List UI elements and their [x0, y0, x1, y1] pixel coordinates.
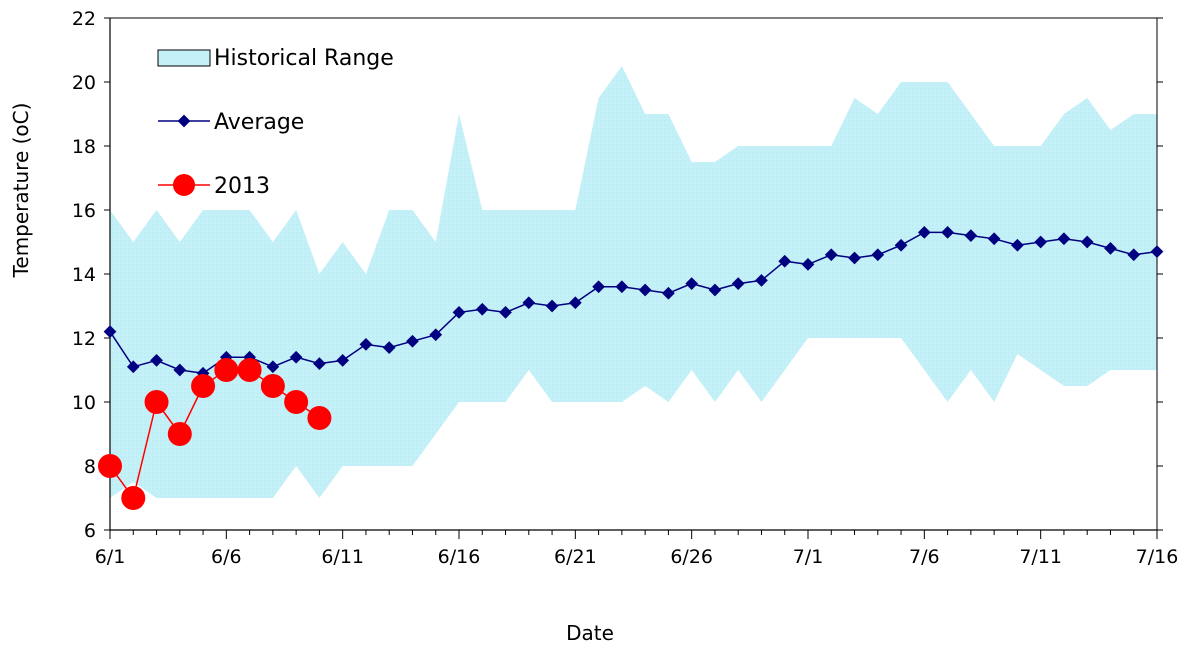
y-tick-label: 20	[72, 72, 96, 94]
point-average	[289, 350, 303, 364]
legend-label-historical-range: Historical Range	[214, 46, 394, 71]
legend-marker-2013	[173, 174, 195, 196]
point-2013	[307, 406, 332, 430]
point-2013	[191, 374, 216, 398]
point-average	[103, 325, 117, 338]
y-tick-label: 18	[72, 136, 96, 158]
x-tick-label: 7/16	[1136, 546, 1179, 568]
x-tick-label: 6/1	[95, 546, 126, 568]
point-average	[475, 302, 489, 316]
point-2013	[98, 454, 122, 478]
point-average	[406, 334, 419, 348]
y-tick-label: 14	[72, 264, 96, 286]
historical-range-layer	[110, 66, 1157, 498]
legend-swatch-historical-range	[157, 49, 211, 67]
x-tick-label: 6/11	[321, 546, 364, 568]
x-tick-label: 7/1	[793, 546, 824, 568]
legend-marker-average	[177, 114, 191, 128]
point-2013	[144, 390, 169, 414]
axes: 6 8 10 12 14 16 18 20 22 6/1 6/6 6/11 6/16 6/21 6/26 7/…	[72, 8, 1179, 568]
x-tick-label: 6/6	[211, 546, 242, 568]
point-average	[336, 354, 350, 367]
point-average	[266, 360, 280, 374]
point-average	[359, 338, 373, 351]
y-tick-label: 16	[72, 200, 96, 222]
x-axis-title: Date	[566, 621, 614, 645]
point-average	[173, 363, 187, 377]
x-tick-label: 6/26	[670, 546, 713, 568]
point-2013	[167, 422, 192, 446]
x-tick-label: 6/16	[438, 546, 481, 568]
y-tick-label: 6	[84, 520, 96, 542]
y-tick-label: 22	[72, 8, 96, 30]
x-tick-label: 7/11	[1019, 546, 1062, 568]
legend-label-average: Average	[214, 110, 304, 135]
legend: Historical Range Average 2013	[157, 46, 394, 199]
point-2013	[260, 374, 285, 398]
y-tick-label: 8	[84, 456, 96, 478]
point-average	[382, 341, 396, 354]
point-average	[429, 328, 443, 342]
point-average	[499, 306, 512, 319]
series-line-2013	[109, 369, 320, 500]
x-tick-label: 6/21	[554, 546, 597, 568]
series-line-average	[109, 231, 1158, 374]
point-average	[313, 357, 326, 370]
historical-range-band	[110, 66, 1157, 498]
point-2013	[121, 486, 146, 510]
point-2013	[214, 358, 239, 382]
point-2013	[237, 358, 262, 382]
y-axis-title: Temperature (oC)	[9, 103, 33, 279]
legend-label-2013: 2013	[214, 174, 270, 199]
y-tick-label: 12	[72, 328, 96, 350]
y-tick-label: 10	[72, 392, 96, 414]
point-2013	[284, 390, 309, 414]
point-average	[452, 306, 466, 319]
point-average	[126, 360, 140, 374]
point-average	[150, 354, 163, 367]
x-tick-label: 7/6	[909, 546, 940, 568]
